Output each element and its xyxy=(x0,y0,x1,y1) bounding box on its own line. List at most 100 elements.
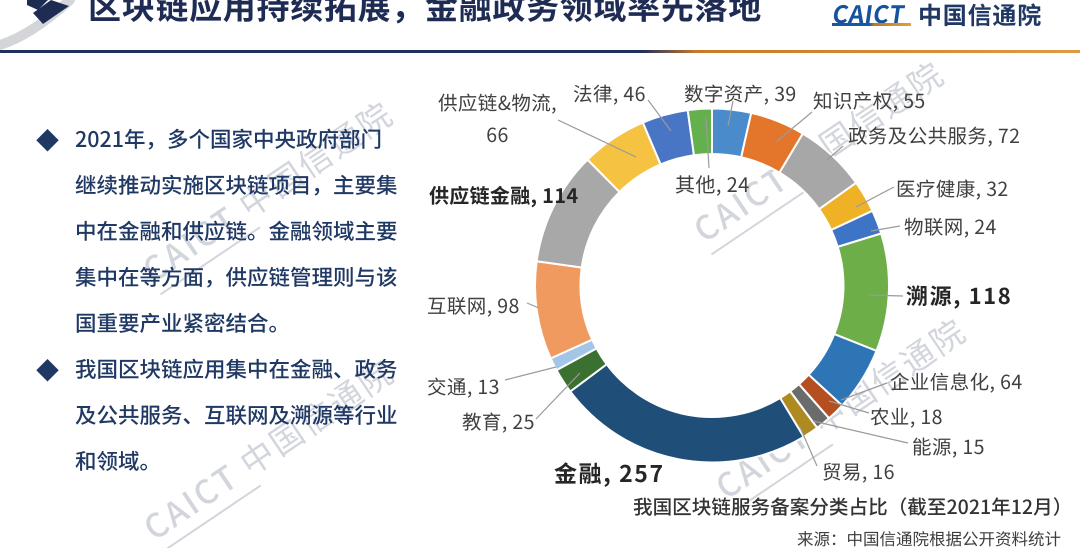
note-line: 继续推动实施区块链项目，主要集 xyxy=(75,169,398,200)
slice-label-separator: , xyxy=(530,180,543,209)
leader-line-供应链&物流 xyxy=(557,119,637,158)
slice-label-value: 24 xyxy=(974,211,997,240)
slice-label-value: 64 xyxy=(1000,366,1023,395)
slice-label-value: 46 xyxy=(623,78,646,107)
donut-slice-金融[interactable] xyxy=(569,363,805,464)
slice-label-交通: 交通, 13 xyxy=(427,374,500,397)
slice-label-separator: , xyxy=(612,78,624,107)
note-line: 集中在等方面，供应链管理则与该 xyxy=(75,261,398,292)
leader-line-农业 xyxy=(828,400,870,414)
slice-label-name: 数字资产 xyxy=(684,78,764,107)
leader-line-知识产权 xyxy=(775,111,813,143)
slice-label-name: 金融 xyxy=(554,455,604,489)
slice-label-政务及公共服务: 政务及公共服务, 72 xyxy=(848,123,1020,146)
slice-label-知识产权: 知识产权, 55 xyxy=(813,88,926,111)
slice-label-name: 互联网 xyxy=(427,290,487,319)
leader-line-交通 xyxy=(504,366,557,381)
slice-label-value: 39 xyxy=(774,78,797,107)
note-line: 及公共服务、互联网及溯源等行业 xyxy=(75,399,398,430)
slice-label-separator: , xyxy=(963,211,975,240)
slice-label-separator: , xyxy=(892,85,904,114)
leader-line-政务及公共服务 xyxy=(826,145,844,161)
slice-label-数字资产: 数字资产, 39 xyxy=(684,81,797,104)
slice-label-value: 25 xyxy=(512,406,535,435)
slice-label-金融: 金融, 257 xyxy=(554,459,665,485)
diamond-bullet-icon: ◆ xyxy=(36,122,59,156)
slice-label-教育: 教育, 25 xyxy=(462,409,535,432)
slice-label-value: 257 xyxy=(619,455,665,489)
slice-label-separator: , xyxy=(603,455,620,489)
slice-label-物联网: 物联网, 24 xyxy=(904,214,997,237)
corner-decoration xyxy=(0,0,75,50)
slice-label-name: 供应链&物流 xyxy=(438,87,552,116)
slice-label-name: 知识产权 xyxy=(813,85,893,114)
slice-label-name: 法律 xyxy=(573,78,613,107)
note-line: 2021年，多个国家中央政府部门 xyxy=(75,123,383,154)
slice-label-separator: , xyxy=(909,401,921,430)
leader-line-数字资产 xyxy=(727,100,734,127)
slice-label-separator: , xyxy=(975,173,987,202)
slice-label-name: 农业 xyxy=(870,401,910,430)
leader-line-教育 xyxy=(535,372,581,420)
slice-label-互联网: 互联网, 98 xyxy=(427,293,520,316)
leader-line-能源 xyxy=(812,420,909,444)
slice-label-value: 13 xyxy=(477,371,500,400)
slice-label-name: 物联网 xyxy=(904,211,964,240)
slice-label-name: 政务及公共服务 xyxy=(848,120,988,149)
diamond-bullet-icon: ◆ xyxy=(36,352,59,386)
donut-slice-溯源[interactable] xyxy=(833,232,890,352)
slice-label-农业: 农业, 18 xyxy=(870,404,943,427)
slice-label-value: 18 xyxy=(920,401,943,430)
slice-label-separator: , xyxy=(953,279,969,311)
slice-label-name: 其他 xyxy=(675,169,716,198)
slice-label-医疗健康: 医疗健康, 32 xyxy=(896,176,1009,199)
slice-label-name: 贸易 xyxy=(822,456,862,485)
slice-label-企业信息化: 企业信息化, 64 xyxy=(890,369,1023,392)
title-divider-line xyxy=(0,50,1080,53)
note-bullet: ◆ 我国区块链应用集中在金融、政务 及公共服务、互联网及溯源等行业 和领域。 xyxy=(36,346,408,484)
leader-line-医疗健康 xyxy=(855,186,895,208)
slice-label-value: 24 xyxy=(726,169,750,198)
slice-label-value: 66 xyxy=(486,118,509,148)
leader-line-法律 xyxy=(647,99,672,132)
slice-label-name: 企业信息化 xyxy=(890,366,990,395)
slice-label-separator: , xyxy=(715,169,727,198)
leader-line-互联网 xyxy=(526,302,540,309)
chart-source: 来源：中国信通院根据公开资料统计 xyxy=(797,526,1061,548)
leader-line-溯源 xyxy=(868,294,904,297)
slice-label-value: 72 xyxy=(997,120,1021,149)
leader-line-物联网 xyxy=(870,225,901,232)
note-line: 和领域。 xyxy=(75,445,162,476)
slice-label-供应链&物流: 供应链&物流, 66 xyxy=(438,87,557,148)
note-line: 国重要产业紧密结合。 xyxy=(75,307,291,338)
slice-label-其他: 其他, 24 xyxy=(675,172,750,195)
slide-title: 区块链应用持续拓展，金融政务领域率先落地 xyxy=(88,0,762,29)
slice-label-separator: , xyxy=(987,120,998,149)
slice-label-name: 交通 xyxy=(427,371,467,400)
slice-label-separator: , xyxy=(486,290,498,319)
slice-label-separator: , xyxy=(466,371,478,400)
logo-cjk-text: 中国信通院 xyxy=(918,0,1042,31)
slice-label-separator: , xyxy=(501,406,513,435)
slice-label-供应链金融: 供应链金融, 114 xyxy=(429,183,578,206)
slice-label-value: 98 xyxy=(497,290,520,319)
slice-label-能源: 能源, 15 xyxy=(912,434,985,457)
leader-line-贸易 xyxy=(799,426,818,467)
slice-label-name: 能源 xyxy=(912,431,952,460)
slice-label-贸易: 贸易, 16 xyxy=(822,459,895,482)
slice-label-value: 114 xyxy=(542,180,579,209)
slice-label-value: 32 xyxy=(986,173,1009,202)
slice-label-value: 15 xyxy=(962,431,985,460)
donut-slice-互联网[interactable] xyxy=(534,260,594,360)
slice-label-name: 医疗健康 xyxy=(896,173,976,202)
leader-line-其他 xyxy=(705,117,710,169)
slice-label-value: 16 xyxy=(872,456,895,485)
chevron-shape-top xyxy=(27,0,48,10)
chart-caption: 我国区块链服务备案分类占比（截至2021年12月） xyxy=(633,491,1073,520)
slice-label-separator: , xyxy=(989,366,1001,395)
logo-underline xyxy=(832,23,911,26)
slice-label-name: 溯源 xyxy=(906,279,954,311)
note-bullet: ◆ 2021年，多个国家中央政府部门 继续推动实施区块链项目，主要集 中在金融和供应链… xyxy=(36,116,408,346)
